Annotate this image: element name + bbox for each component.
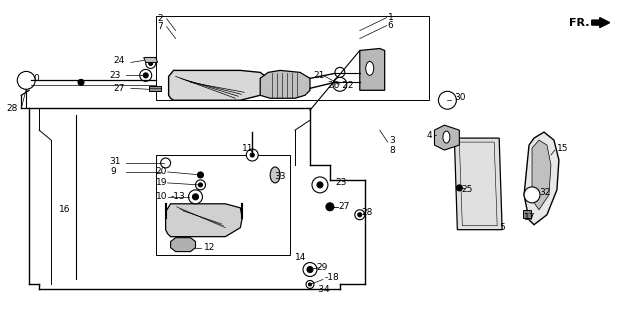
Circle shape <box>456 185 462 191</box>
Circle shape <box>195 180 205 190</box>
Text: 6: 6 <box>387 21 394 30</box>
Polygon shape <box>260 70 310 98</box>
Circle shape <box>358 213 362 217</box>
Text: 16: 16 <box>59 205 70 214</box>
Text: 24: 24 <box>114 56 125 65</box>
Circle shape <box>303 262 317 276</box>
Polygon shape <box>524 132 559 225</box>
Circle shape <box>188 190 203 204</box>
Text: 3: 3 <box>389 136 396 145</box>
Polygon shape <box>169 70 268 100</box>
Circle shape <box>442 95 452 105</box>
Text: 33: 33 <box>274 172 286 181</box>
Circle shape <box>355 210 365 220</box>
Text: 12: 12 <box>203 243 215 252</box>
Text: 28: 28 <box>6 104 18 113</box>
Circle shape <box>524 187 540 203</box>
Circle shape <box>250 153 254 157</box>
Text: 20: 20 <box>156 167 167 176</box>
Text: 19: 19 <box>156 179 167 188</box>
Polygon shape <box>360 49 384 90</box>
Circle shape <box>438 91 456 109</box>
Circle shape <box>308 283 311 286</box>
Text: FR.: FR. <box>569 18 590 28</box>
Circle shape <box>335 68 345 77</box>
Text: 1: 1 <box>387 13 394 22</box>
Text: 28: 28 <box>362 208 373 217</box>
Text: 5: 5 <box>499 223 505 232</box>
Circle shape <box>306 280 314 288</box>
Polygon shape <box>523 210 531 218</box>
Circle shape <box>143 73 148 78</box>
Polygon shape <box>454 138 502 230</box>
Text: 26 22: 26 22 <box>328 81 353 90</box>
Bar <box>156 16 430 100</box>
Polygon shape <box>149 86 161 91</box>
Circle shape <box>247 149 258 161</box>
Text: 15: 15 <box>557 144 569 153</box>
Circle shape <box>326 203 334 211</box>
Text: 27: 27 <box>338 202 349 211</box>
Text: -34: -34 <box>316 285 331 294</box>
Circle shape <box>161 158 171 168</box>
Circle shape <box>21 76 32 85</box>
Ellipse shape <box>366 61 374 76</box>
Circle shape <box>17 71 35 89</box>
Text: 7: 7 <box>158 22 163 31</box>
Text: 30: 30 <box>454 93 466 102</box>
Text: 11: 11 <box>242 144 254 153</box>
Polygon shape <box>144 58 158 62</box>
Polygon shape <box>166 204 242 237</box>
Circle shape <box>198 183 203 187</box>
Text: 23: 23 <box>335 179 346 188</box>
Circle shape <box>78 79 84 85</box>
Text: 17: 17 <box>524 213 536 222</box>
Text: 9: 9 <box>111 167 117 176</box>
Ellipse shape <box>443 131 450 143</box>
Text: 29: 29 <box>316 263 328 272</box>
Circle shape <box>337 69 343 76</box>
Circle shape <box>149 61 153 65</box>
Text: 10: 10 <box>156 192 167 201</box>
Circle shape <box>193 194 198 200</box>
Circle shape <box>307 267 313 273</box>
Text: 31: 31 <box>109 157 121 166</box>
Ellipse shape <box>270 167 280 183</box>
Text: 14: 14 <box>295 253 307 262</box>
Circle shape <box>146 59 156 68</box>
Circle shape <box>312 177 328 193</box>
Text: 0: 0 <box>33 74 39 83</box>
Text: 21: 21 <box>313 71 324 80</box>
Circle shape <box>527 190 537 200</box>
Text: 4: 4 <box>426 131 432 140</box>
Polygon shape <box>434 125 459 150</box>
Bar <box>156 155 290 255</box>
Circle shape <box>317 182 323 188</box>
Circle shape <box>198 172 203 178</box>
Polygon shape <box>532 140 551 210</box>
Text: 25: 25 <box>461 185 473 194</box>
Text: 23: 23 <box>109 71 121 80</box>
Text: 27: 27 <box>114 84 125 93</box>
Text: 8: 8 <box>389 146 396 155</box>
Text: -18: -18 <box>325 273 340 282</box>
Circle shape <box>140 69 151 81</box>
Text: 2: 2 <box>158 14 163 23</box>
Polygon shape <box>171 238 195 252</box>
Text: 32: 32 <box>539 188 551 197</box>
Circle shape <box>163 160 169 166</box>
Circle shape <box>336 80 344 88</box>
FancyArrow shape <box>592 18 610 28</box>
Text: -13: -13 <box>171 192 185 201</box>
Circle shape <box>333 77 347 91</box>
